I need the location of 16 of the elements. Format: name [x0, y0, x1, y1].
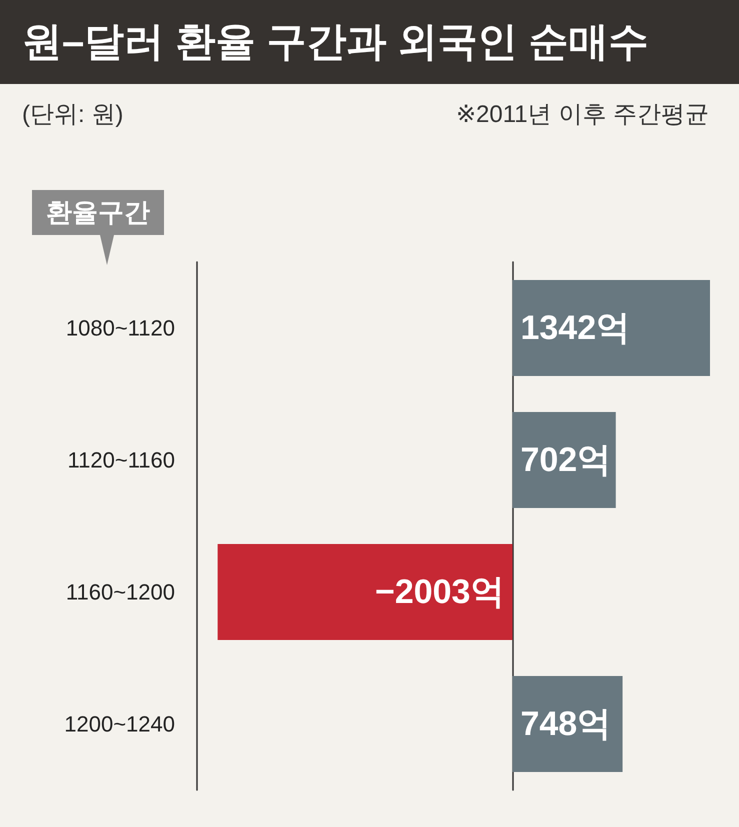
- data-label: −2003억: [374, 573, 504, 611]
- data-label: 1342억: [520, 309, 630, 347]
- y-axis-title: 환율구간: [32, 190, 164, 235]
- chart-title: 원–달러 환율 구간과 외국인 순매수: [22, 19, 649, 66]
- y-tick-label: 1200~1240: [64, 712, 175, 736]
- bar: [512, 676, 623, 772]
- bar: [512, 280, 710, 376]
- bar: [218, 544, 512, 640]
- y-tick-label: 1080~1120: [66, 316, 175, 340]
- chart-subtitle: (단위: 원): [22, 100, 124, 130]
- y-tick-label: 1160~1200: [66, 580, 175, 604]
- bar: [512, 412, 616, 508]
- text: ※2011년 이후 주간평균: [456, 100, 709, 130]
- data-label: 748억: [520, 705, 612, 743]
- y-tick-label: 1120~1160: [68, 448, 175, 472]
- data-label: 702억: [520, 441, 612, 479]
